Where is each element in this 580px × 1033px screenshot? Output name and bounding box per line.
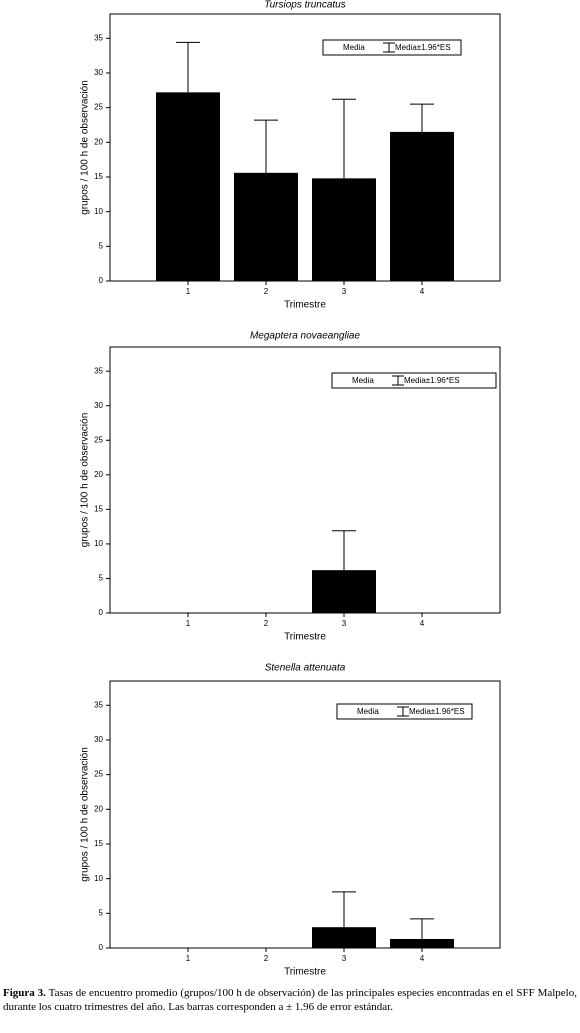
plot-frame: [109, 13, 501, 282]
x-tick-label: 2: [264, 954, 269, 963]
y-tick-label: 5: [99, 574, 104, 583]
y-tick-label: 20: [94, 470, 103, 479]
caption-text: Tasas de encuentro promedio (grupos/100 …: [3, 987, 577, 1013]
x-tick-label: 2: [264, 619, 269, 628]
y-tick-label: 25: [94, 435, 103, 444]
bar: [390, 131, 454, 281]
bar: [390, 938, 454, 948]
bar: [312, 178, 376, 281]
legend-label: Media: [352, 376, 374, 385]
y-tick-label: 30: [94, 735, 103, 744]
y-tick-label: 15: [94, 839, 103, 848]
legend-error-symbol: [397, 706, 409, 717]
bar: [234, 172, 298, 281]
x-tick-label: 3: [342, 954, 347, 963]
y-tick-label: 35: [94, 366, 103, 375]
y-tick-label: 20: [94, 137, 103, 146]
error-bar: [332, 891, 356, 928]
legend-label: Media: [357, 707, 379, 716]
legend-box: [322, 39, 462, 56]
error-bar: [332, 98, 356, 179]
x-tick-label: 4: [420, 619, 425, 628]
y-tick-label: 35: [94, 33, 103, 42]
legend-label: Media: [343, 43, 365, 52]
legend-label: Media±1.96*ES: [395, 43, 451, 52]
y-tick-label: 25: [94, 103, 103, 112]
y-tick-label: 30: [94, 401, 103, 410]
bar: [156, 92, 220, 281]
chart-title: Stenella attenuata: [265, 663, 346, 674]
y-axis-label: grupos / 100 h de observación: [80, 413, 91, 548]
y-tick-label: 0: [99, 943, 104, 952]
y-axis-label: grupos / 100 h de observación: [80, 80, 91, 215]
chart-title: Megaptera novaeangliae: [250, 331, 361, 342]
x-tick-label: 2: [264, 287, 269, 296]
y-tick-label: 10: [94, 207, 103, 216]
y-tick-label: 5: [99, 908, 104, 917]
error-bar: [410, 918, 434, 939]
legend-label: Media±1.96*ES: [404, 376, 460, 385]
plot-frame: [109, 346, 501, 614]
y-tick-label: 10: [94, 874, 103, 883]
plot-frame: [109, 680, 501, 949]
y-tick-label: 15: [94, 504, 103, 513]
legend-error-symbol: [392, 375, 404, 386]
y-tick-label: 15: [94, 172, 103, 181]
error-bar: [332, 530, 356, 571]
y-tick-label: 5: [99, 241, 104, 250]
x-tick-label: 1: [186, 954, 191, 963]
caption-label: Figura 3.: [3, 987, 46, 999]
x-axis-label: Trimestre: [284, 632, 326, 643]
x-tick-label: 4: [420, 287, 425, 296]
legend-label: Media±1.96*ES: [409, 707, 465, 716]
error-bar: [254, 119, 278, 173]
x-tick-label: 3: [342, 619, 347, 628]
y-tick-label: 20: [94, 804, 103, 813]
error-bar: [410, 103, 434, 132]
x-tick-label: 4: [420, 954, 425, 963]
y-tick-label: 0: [99, 276, 104, 285]
x-axis-label: Trimestre: [284, 300, 326, 311]
x-axis-label: Trimestre: [284, 967, 326, 978]
legend-error-symbol: [383, 42, 395, 53]
x-tick-label: 3: [342, 287, 347, 296]
legend-box: [331, 372, 497, 389]
bar: [312, 570, 376, 613]
y-tick-label: 35: [94, 700, 103, 709]
y-tick-label: 0: [99, 608, 104, 617]
legend-box: [336, 703, 473, 720]
y-tick-label: 25: [94, 770, 103, 779]
chart-title: Tursiops truncatus: [264, 0, 346, 11]
y-tick-label: 10: [94, 539, 103, 548]
caption: Figura 3. Tasas de encuentro promedio (g…: [3, 986, 577, 1014]
y-tick-label: 30: [94, 68, 103, 77]
bar: [312, 927, 376, 948]
y-axis-label: grupos / 100 h de observación: [80, 747, 91, 882]
x-tick-label: 1: [186, 619, 191, 628]
error-bar: [176, 41, 200, 93]
x-tick-label: 1: [186, 287, 191, 296]
